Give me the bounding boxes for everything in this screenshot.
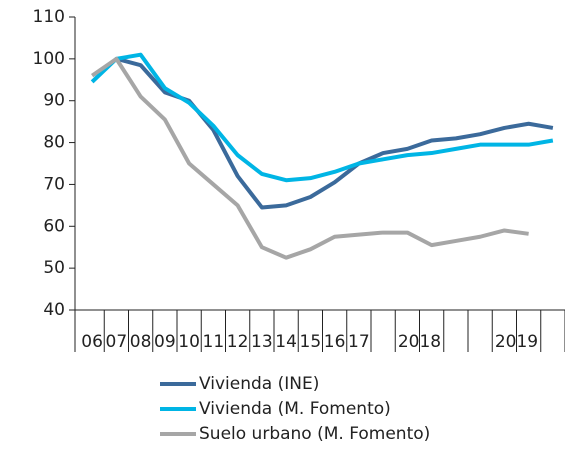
x-tick-label: 15 (300, 332, 322, 352)
x-tick-label: 17 (348, 332, 370, 352)
x-tick-label: 07 (106, 332, 128, 352)
y-tick-label: 110 (33, 7, 65, 27)
series-line (90, 52, 554, 183)
x-tick-label: 11 (203, 332, 225, 352)
y-tick-label: 80 (43, 133, 65, 153)
x-tick-label: 13 (251, 332, 273, 352)
x-tick-label: 12 (227, 332, 249, 352)
y-tick-label: 40 (43, 300, 65, 320)
x-tick-label: 16 (324, 332, 346, 352)
legend-label: Suelo urbano (M. Fomento) (199, 424, 430, 444)
x-group-label: 2019 (495, 332, 538, 352)
x-group-label: 2018 (398, 332, 441, 352)
series-line (115, 56, 554, 210)
x-tick-label: 14 (275, 332, 297, 352)
x-tick-label: 10 (178, 332, 200, 352)
y-tick-label: 90 (43, 91, 65, 111)
x-tick-label: 06 (81, 332, 103, 352)
y-tick-label: 50 (43, 258, 65, 278)
legend-label: Vivienda (INE) (199, 374, 319, 394)
x-tick-label: 08 (130, 332, 152, 352)
series-line (90, 56, 529, 260)
x-tick-label: 09 (154, 332, 176, 352)
y-tick-label: 100 (33, 49, 65, 69)
y-tick-label: 60 (43, 216, 65, 236)
legend-label: Vivienda (M. Fomento) (199, 399, 391, 419)
y-tick-label: 70 (43, 174, 65, 194)
